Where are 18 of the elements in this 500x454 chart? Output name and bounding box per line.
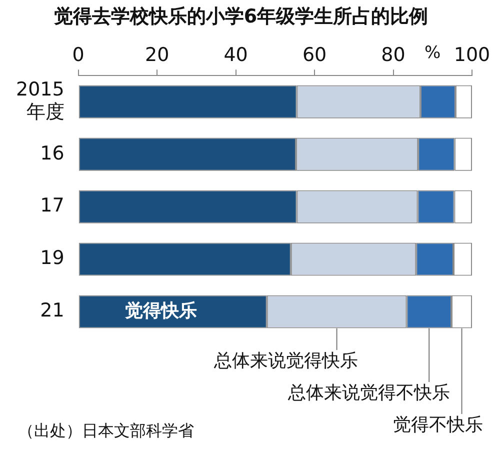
text: （出处）日本文部科学省 <box>18 421 194 440</box>
series-label: 觉得快乐 <box>124 300 197 322</box>
chart-title: 觉得去学校快乐的小学6年级学生所占的比例 <box>52 5 428 28</box>
x-tick-label: 20 <box>144 44 170 66</box>
series-label: 总体来说觉得快乐 <box>212 350 358 372</box>
text: 总体来说觉得不快乐 <box>287 382 450 404</box>
x-tick-label: 40 <box>224 44 248 66</box>
text: 觉得不快乐 <box>392 414 483 436</box>
x-tick-label: 60 <box>302 44 327 66</box>
x-tick-label: 100 <box>454 44 490 66</box>
x-tick-label: 0 <box>72 44 84 66</box>
y-tick-label: 21 <box>40 300 64 322</box>
y-tick-label: 19 <box>40 247 64 270</box>
y-tick-label: 16 <box>40 142 64 164</box>
y-tick-label: 2015 年度 <box>16 78 64 124</box>
y-tick-label: 17 <box>40 194 64 217</box>
x-tick-label: 80 <box>381 44 406 66</box>
x-axis-title: % <box>424 43 441 64</box>
